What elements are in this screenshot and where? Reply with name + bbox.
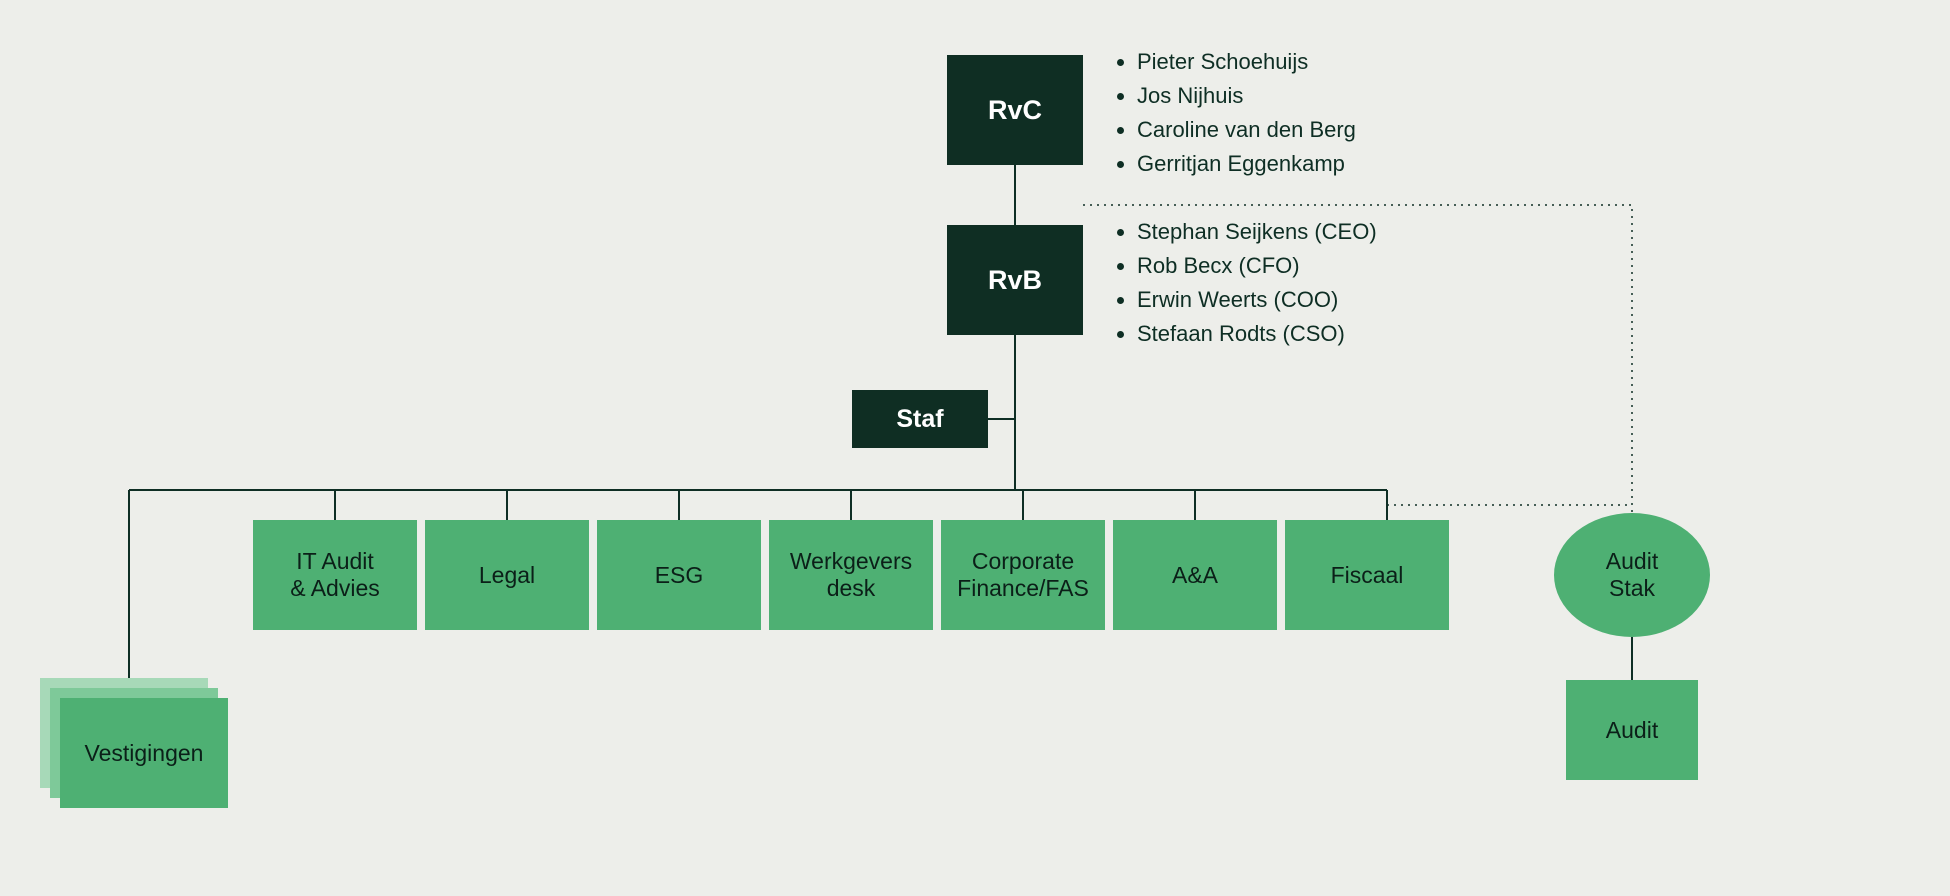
node-label: Werkgevers desk [790, 548, 912, 602]
node-label: Vestigingen [85, 740, 204, 767]
node-label: Legal [479, 562, 535, 589]
members-rvb: Stephan Seijkens (CEO) Rob Becx (CFO) Er… [1115, 215, 1377, 351]
node-vestigingen: Vestigingen [60, 698, 228, 808]
node-label: Corporate Finance/FAS [957, 548, 1089, 602]
node-esg: ESG [597, 520, 761, 630]
members-rvc: Pieter Schoehuijs Jos Nijhuis Caroline v… [1115, 45, 1356, 181]
node-rvc-label: RvC [988, 95, 1042, 126]
member-item: Erwin Weerts (COO) [1137, 283, 1377, 317]
member-item: Caroline van den Berg [1137, 113, 1356, 147]
member-item: Stefaan Rodts (CSO) [1137, 317, 1377, 351]
node-label: Audit Stak [1606, 548, 1658, 602]
node-label: ESG [655, 562, 704, 589]
member-item: Rob Becx (CFO) [1137, 249, 1377, 283]
node-staf-label: Staf [896, 405, 943, 434]
node-label: Audit [1606, 717, 1658, 744]
node-audit-stak: Audit Stak [1554, 513, 1710, 637]
node-corp-fin: Corporate Finance/FAS [941, 520, 1105, 630]
node-label: IT Audit & Advies [290, 548, 380, 602]
node-label: A&A [1172, 562, 1218, 589]
node-fiscaal: Fiscaal [1285, 520, 1449, 630]
node-rvc: RvC [947, 55, 1083, 165]
node-werkgevers: Werkgevers desk [769, 520, 933, 630]
node-label: Fiscaal [1331, 562, 1404, 589]
node-legal: Legal [425, 520, 589, 630]
member-item: Gerritjan Eggenkamp [1137, 147, 1356, 181]
node-aa: A&A [1113, 520, 1277, 630]
node-staf: Staf [852, 390, 988, 448]
node-audit: Audit [1566, 680, 1698, 780]
member-item: Jos Nijhuis [1137, 79, 1356, 113]
node-rvb: RvB [947, 225, 1083, 335]
node-rvb-label: RvB [988, 265, 1042, 296]
member-item: Pieter Schoehuijs [1137, 45, 1356, 79]
node-it-audit: IT Audit & Advies [253, 520, 417, 630]
member-item: Stephan Seijkens (CEO) [1137, 215, 1377, 249]
